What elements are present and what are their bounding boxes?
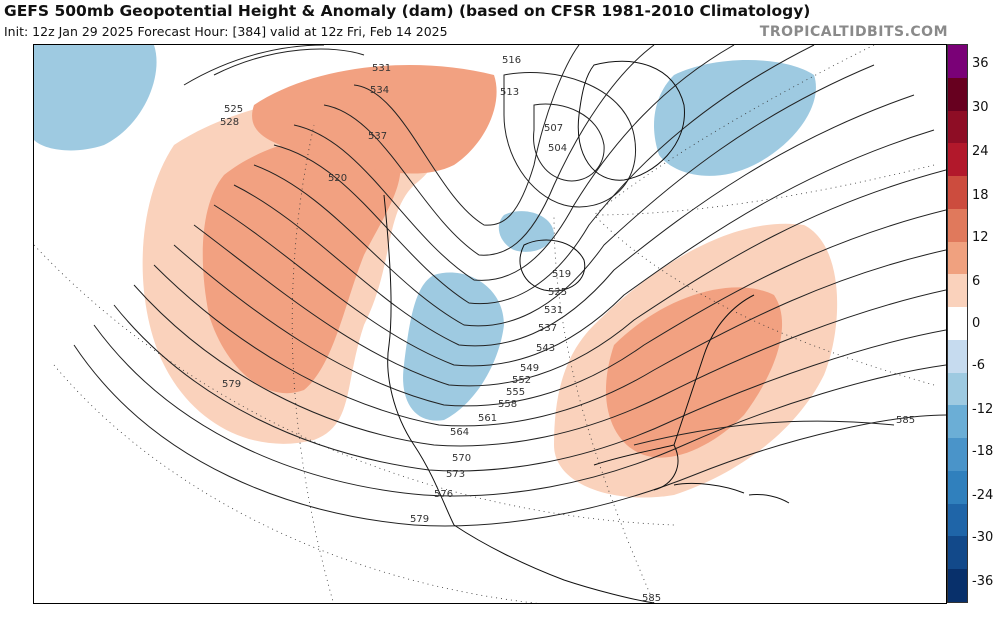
colorbar-label: -12 bbox=[972, 402, 994, 417]
contour-label: 558 bbox=[498, 399, 517, 410]
cold-anomaly-shading bbox=[34, 45, 816, 421]
colorbar-label: 12 bbox=[972, 230, 989, 245]
contour-label: 570 bbox=[452, 453, 471, 464]
warm-anomaly-alaska bbox=[252, 65, 497, 174]
contour-labels: 531 516 534 525 528 537 513 507 504 520 … bbox=[220, 55, 915, 603]
west-coast-line bbox=[383, 194, 455, 526]
colorbar-segment bbox=[948, 241, 967, 275]
contour-label: 579 bbox=[222, 379, 241, 390]
contour-label: 534 bbox=[370, 85, 389, 96]
colorbar-segment bbox=[948, 339, 967, 374]
colorbar-label: 36 bbox=[972, 56, 989, 71]
contour-label: 525 bbox=[548, 287, 567, 298]
contour-label: 549 bbox=[520, 363, 539, 374]
east-coast-line bbox=[673, 294, 755, 446]
colorbar-segment bbox=[948, 143, 967, 177]
colorbar-segment bbox=[948, 77, 967, 111]
contour-label: 564 bbox=[450, 427, 469, 438]
contour-label: 576 bbox=[434, 489, 453, 500]
contour-label: 573 bbox=[446, 469, 465, 480]
map-canvas: 531 516 534 525 528 537 513 507 504 520 … bbox=[34, 45, 946, 603]
colorbar-label: 18 bbox=[972, 188, 989, 203]
colorbar-segment bbox=[948, 438, 967, 472]
colorbar-segment bbox=[948, 470, 967, 505]
colorbar-segment bbox=[948, 274, 967, 308]
colorbar-segment bbox=[948, 503, 967, 537]
contour-label: 525 bbox=[224, 104, 243, 115]
warm-anomaly-shading bbox=[142, 65, 838, 498]
brand-watermark: TROPICALTIDBITS.COM bbox=[759, 24, 948, 40]
greenland-coast bbox=[577, 60, 685, 181]
gulf-coast bbox=[593, 444, 679, 491]
contour-label: 537 bbox=[538, 323, 557, 334]
colorbar-label: 6 bbox=[972, 274, 981, 289]
colorbar-segment bbox=[948, 45, 967, 79]
graticule bbox=[34, 45, 935, 603]
contour-label: 507 bbox=[544, 123, 563, 134]
contour-label: 585 bbox=[642, 593, 661, 603]
cold-anomaly-rockies bbox=[403, 272, 504, 421]
contour-label: 504 bbox=[548, 143, 567, 154]
contour-label: 579 bbox=[410, 514, 429, 525]
cold-anomaly-greenland-east bbox=[654, 60, 816, 176]
map-subtitle: Init: 12z Jan 29 2025 Forecast Hour: [38… bbox=[4, 24, 448, 39]
colorbar-label: -36 bbox=[972, 574, 994, 589]
colorbar-segment bbox=[948, 372, 967, 406]
contour-label: 531 bbox=[544, 305, 563, 316]
contour-label: 585 bbox=[896, 415, 915, 426]
colorbar-label: -30 bbox=[972, 530, 994, 545]
contour-label: 528 bbox=[220, 117, 239, 128]
height-contours bbox=[73, 45, 946, 527]
colorbar-segment bbox=[948, 208, 967, 243]
colorbar-label: 0 bbox=[972, 316, 981, 331]
colorbar-segment bbox=[948, 176, 967, 210]
contour-label: 561 bbox=[478, 413, 497, 424]
cold-anomaly-hudson bbox=[498, 211, 554, 252]
colorbar-label: 30 bbox=[972, 100, 989, 115]
map-title: GEFS 500mb Geopotential Height & Anomaly… bbox=[4, 2, 811, 20]
hispaniola-outline bbox=[748, 494, 790, 504]
colorbar-label: -18 bbox=[972, 444, 994, 459]
contour-label: 519 bbox=[552, 269, 571, 280]
hudson-bay bbox=[519, 239, 586, 292]
anomaly-map: 531 516 534 525 528 537 513 507 504 520 … bbox=[33, 44, 947, 604]
contour-label: 531 bbox=[372, 63, 391, 74]
contour-label: 520 bbox=[328, 173, 347, 184]
colorbar-segment bbox=[948, 307, 967, 341]
contour-label: 555 bbox=[506, 387, 525, 398]
contour-label: 543 bbox=[536, 343, 555, 354]
cold-anomaly-northwest bbox=[34, 45, 157, 151]
cuba-outline bbox=[673, 482, 745, 494]
anomaly-colorbar bbox=[947, 44, 968, 603]
contour-label: 513 bbox=[500, 87, 519, 98]
contour-label: 516 bbox=[502, 55, 521, 66]
coastlines bbox=[383, 60, 790, 603]
contour-label: 552 bbox=[512, 375, 531, 386]
colorbar-label: 24 bbox=[972, 144, 989, 159]
colorbar-segment bbox=[948, 110, 967, 144]
mexico-coast bbox=[453, 524, 655, 603]
colorbar-label: -6 bbox=[972, 358, 985, 373]
colorbar-segment bbox=[948, 536, 967, 570]
warm-anomaly-pacific-core bbox=[202, 135, 401, 394]
contour-label: 537 bbox=[368, 131, 387, 142]
colorbar-segment bbox=[948, 569, 967, 603]
colorbar-label: -24 bbox=[972, 488, 994, 503]
colorbar-segment bbox=[948, 405, 967, 439]
warm-anomaly-east-core bbox=[605, 287, 783, 458]
